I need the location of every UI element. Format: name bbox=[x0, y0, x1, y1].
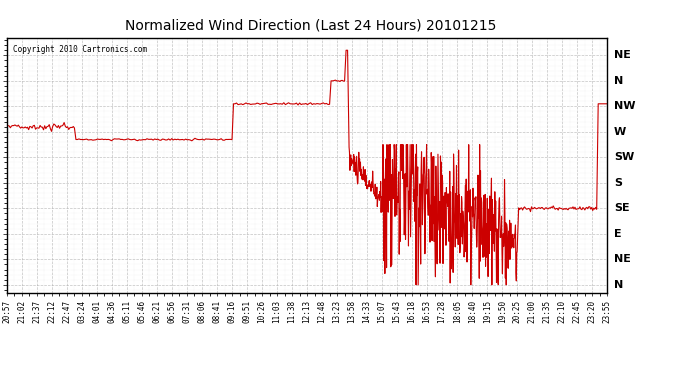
Text: NE: NE bbox=[614, 254, 631, 264]
Text: N: N bbox=[614, 76, 623, 86]
Text: NE: NE bbox=[614, 50, 631, 60]
Text: N: N bbox=[614, 280, 623, 290]
Text: Normalized Wind Direction (Last 24 Hours) 20101215: Normalized Wind Direction (Last 24 Hours… bbox=[125, 19, 496, 33]
Text: Copyright 2010 Cartronics.com: Copyright 2010 Cartronics.com bbox=[13, 45, 147, 54]
Text: SW: SW bbox=[614, 152, 634, 162]
Text: S: S bbox=[614, 178, 622, 188]
Text: NW: NW bbox=[614, 101, 635, 111]
Text: E: E bbox=[614, 229, 622, 239]
Text: SE: SE bbox=[614, 203, 630, 213]
Text: W: W bbox=[614, 127, 627, 137]
